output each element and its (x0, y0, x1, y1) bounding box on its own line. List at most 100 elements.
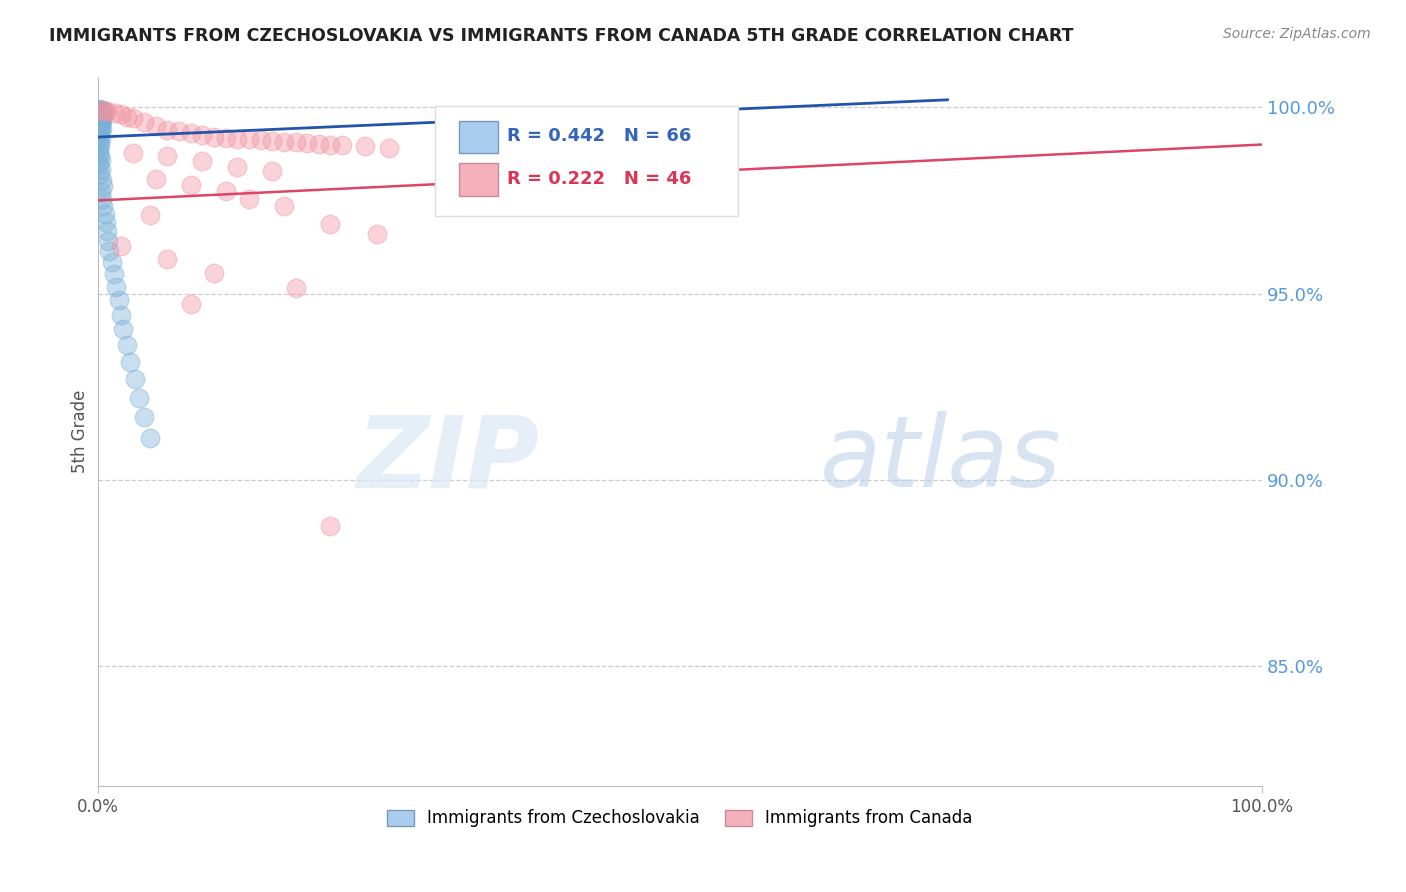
Point (105, 280, 128, 294)
Point (110, 308, 132, 322)
Point (226, 131, 249, 145)
Text: IMMIGRANTS FROM CZECHOSLOVAKIA VS IMMIGRANTS FROM CANADA 5TH GRADE CORRELATION C: IMMIGRANTS FROM CZECHOSLOVAKIA VS IMMIGR… (49, 27, 1074, 45)
Point (180, 178, 202, 192)
Point (180, 127, 202, 141)
Point (238, 192, 260, 206)
Point (89, 128, 111, 143)
Text: atlas: atlas (820, 411, 1062, 508)
Point (273, 199, 295, 213)
FancyBboxPatch shape (458, 163, 498, 195)
Point (89, 125, 111, 139)
Point (96, 104, 118, 119)
Point (134, 410, 156, 425)
FancyBboxPatch shape (436, 106, 738, 216)
Point (273, 135, 295, 149)
Point (93, 178, 115, 193)
Point (319, 518, 342, 533)
Point (145, 119, 167, 133)
Point (104, 106, 127, 120)
Point (89, 167, 111, 181)
Point (93, 109, 115, 123)
Point (124, 372, 146, 386)
Point (87, 125, 110, 139)
Point (91, 112, 114, 126)
Point (354, 139, 377, 153)
Point (121, 112, 143, 126)
Point (93, 103, 115, 118)
Point (89, 103, 111, 118)
Point (87, 142, 110, 156)
Point (91, 103, 114, 117)
Point (90, 117, 112, 131)
Text: R = 0.442   N = 66: R = 0.442 N = 66 (508, 128, 692, 145)
Point (90, 104, 112, 119)
Point (90, 131, 112, 145)
Point (262, 134, 284, 148)
Point (87, 157, 110, 171)
Point (87, 102, 110, 116)
Point (87, 116, 110, 130)
Point (89, 111, 111, 125)
Point (90, 186, 112, 200)
Point (103, 267, 125, 281)
Point (226, 160, 249, 174)
Point (87, 145, 110, 160)
Point (93, 106, 115, 120)
Point (87, 128, 110, 143)
Point (110, 106, 132, 120)
Point (91, 103, 114, 117)
Point (98, 244, 121, 259)
Point (89, 116, 111, 130)
Point (214, 184, 236, 198)
Point (89, 103, 111, 117)
Point (284, 136, 307, 150)
Point (93, 199, 115, 213)
Point (319, 217, 342, 231)
Point (134, 115, 156, 129)
Point (156, 149, 179, 163)
Point (120, 354, 142, 368)
Legend: Immigrants from Czechoslovakia, Immigrants from Canada: Immigrants from Czechoslovakia, Immigran… (381, 803, 979, 834)
Point (262, 164, 284, 178)
Point (91, 109, 114, 123)
Point (139, 208, 162, 222)
Point (112, 322, 135, 336)
Point (91, 105, 114, 120)
Point (319, 137, 342, 152)
Point (90, 112, 112, 126)
Point (91, 122, 114, 136)
Point (91, 107, 114, 121)
Point (91, 173, 114, 187)
Point (89, 149, 111, 163)
Point (284, 281, 307, 295)
Point (145, 171, 167, 186)
Point (167, 124, 190, 138)
Point (90, 121, 112, 136)
Text: ZIP: ZIP (357, 411, 540, 508)
Point (96, 224, 118, 238)
Point (90, 113, 112, 128)
Point (87, 119, 110, 133)
Point (90, 108, 112, 122)
Point (156, 122, 179, 136)
Point (93, 206, 115, 220)
Point (366, 227, 388, 241)
Y-axis label: 5th Grade: 5th Grade (72, 390, 89, 474)
Point (115, 110, 138, 124)
Point (110, 239, 132, 253)
Point (238, 132, 260, 146)
Point (97, 234, 120, 248)
Point (90, 103, 112, 118)
Point (115, 338, 138, 352)
Point (87, 135, 110, 149)
Point (90, 106, 112, 120)
Text: R = 0.222   N = 46: R = 0.222 N = 46 (508, 169, 692, 187)
Point (214, 131, 236, 145)
Point (308, 136, 330, 151)
Point (202, 266, 225, 280)
Point (100, 255, 122, 269)
Point (94, 215, 117, 229)
Point (89, 113, 111, 128)
Point (91, 192, 114, 206)
Point (202, 130, 225, 145)
